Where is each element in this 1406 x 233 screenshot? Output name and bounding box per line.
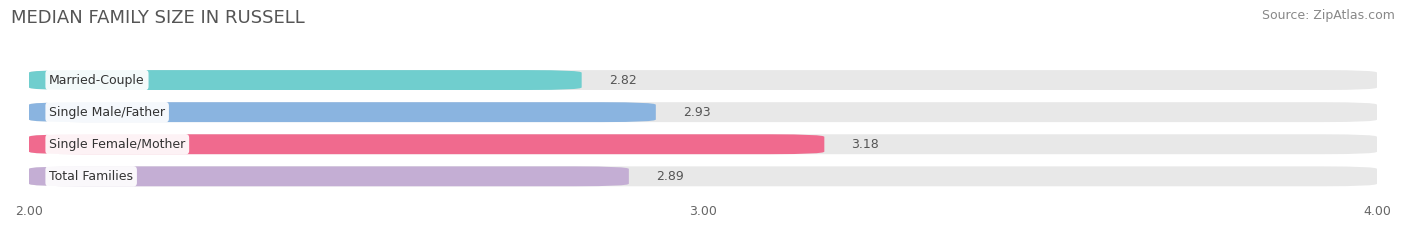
- FancyBboxPatch shape: [30, 166, 1376, 186]
- Text: Total Families: Total Families: [49, 170, 134, 183]
- FancyBboxPatch shape: [30, 102, 1376, 122]
- Text: Source: ZipAtlas.com: Source: ZipAtlas.com: [1261, 9, 1395, 22]
- Text: Single Female/Mother: Single Female/Mother: [49, 138, 186, 151]
- Text: 2.89: 2.89: [655, 170, 683, 183]
- FancyBboxPatch shape: [30, 134, 1376, 154]
- Text: MEDIAN FAMILY SIZE IN RUSSELL: MEDIAN FAMILY SIZE IN RUSSELL: [11, 9, 305, 27]
- Text: 2.93: 2.93: [683, 106, 710, 119]
- FancyBboxPatch shape: [30, 70, 582, 90]
- Text: 3.18: 3.18: [851, 138, 879, 151]
- Text: 2.82: 2.82: [609, 74, 637, 86]
- FancyBboxPatch shape: [30, 102, 655, 122]
- FancyBboxPatch shape: [30, 134, 824, 154]
- FancyBboxPatch shape: [30, 166, 628, 186]
- FancyBboxPatch shape: [30, 70, 1376, 90]
- Text: Single Male/Father: Single Male/Father: [49, 106, 165, 119]
- Text: Married-Couple: Married-Couple: [49, 74, 145, 86]
